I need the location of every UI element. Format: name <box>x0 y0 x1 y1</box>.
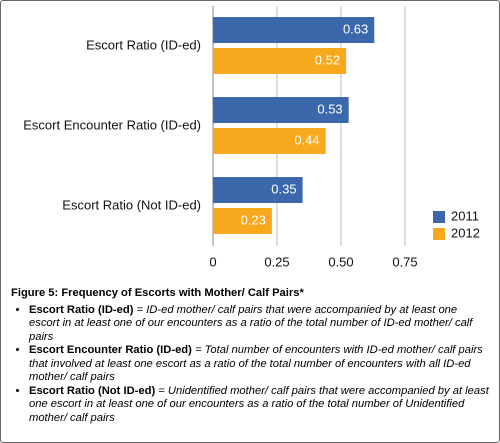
legend-swatch <box>433 211 445 223</box>
bar <box>213 17 375 43</box>
caption-item: Escort Ratio (ID-ed) = ID-ed mother/ cal… <box>29 304 489 345</box>
value-label: 0.44 <box>294 132 319 147</box>
bar <box>213 177 303 203</box>
term: Escort Ratio (ID-ed) <box>29 303 134 316</box>
y-tick-label: Escort Ratio (Not ID-ed) <box>62 197 201 212</box>
definition: = Unidentified mother/ calf pairs that w… <box>29 384 489 424</box>
value-label: 0.35 <box>271 181 296 196</box>
legend-label: 2011 <box>451 208 479 223</box>
chart: 0 0.25 0.50 0.75 Escort Ratio (ID-ed) 0.63 0.5… <box>23 6 480 269</box>
legend-swatch <box>433 228 445 240</box>
caption-item: Escort Ratio (Not ID-ed) = Unidentified … <box>29 385 489 426</box>
x-tick-label: 0.50 <box>328 254 353 269</box>
y-tick-label: Escort Encounter Ratio (ID-ed) <box>23 117 201 132</box>
legend-label: 2012 <box>451 225 480 240</box>
definition: = ID-ed mother/ calf pairs that were acc… <box>29 303 473 343</box>
value-label: 0.63 <box>343 21 368 36</box>
bar <box>213 208 272 234</box>
bar <box>213 48 347 74</box>
x-tick-label: 0.25 <box>264 254 289 269</box>
x-tick-label: 0.75 <box>392 254 417 269</box>
term: Escort Ratio (Not ID-ed) <box>29 384 156 397</box>
y-tick-label: Escort Ratio (ID-ed) <box>86 37 201 52</box>
value-label: 0.23 <box>241 212 266 227</box>
caption-item: Escort Encounter Ratio (ID-ed) = Total n… <box>29 344 489 385</box>
caption: Figure 5: Frequency of Escorts with Moth… <box>11 287 489 425</box>
value-label: 0.52 <box>315 52 340 67</box>
caption-list: Escort Ratio (ID-ed) = ID-ed mother/ cal… <box>11 304 489 426</box>
term: Escort Encounter Ratio (ID-ed) <box>29 344 192 356</box>
x-tick-label: 0 <box>209 254 216 269</box>
bar <box>213 128 326 154</box>
caption-title: Figure 5: Frequency of Escorts with Moth… <box>11 287 304 299</box>
definition: = Total number of encounters with ID-ed … <box>29 344 483 383</box>
bar <box>213 97 349 123</box>
value-label: 0.53 <box>317 101 342 116</box>
